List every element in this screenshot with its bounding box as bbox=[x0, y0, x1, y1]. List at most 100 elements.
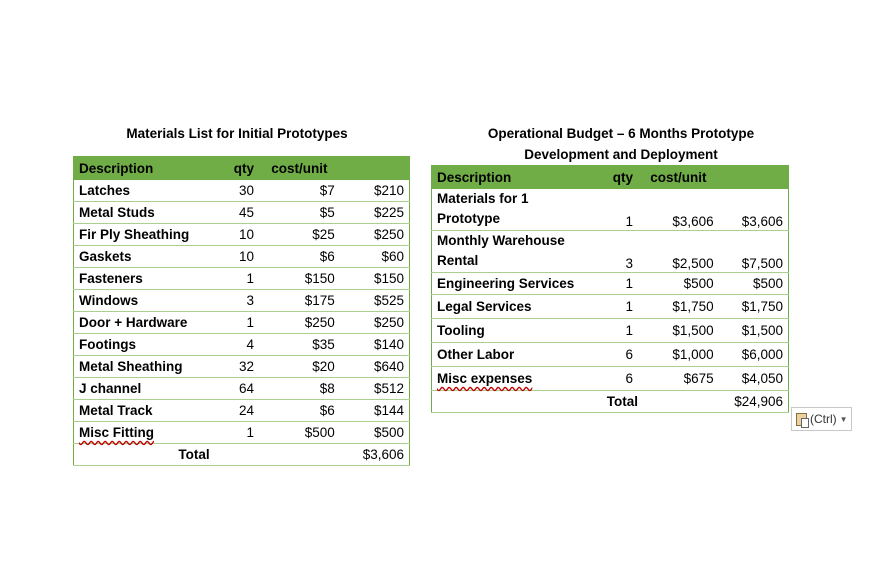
item-description: Legal Services bbox=[431, 294, 599, 319]
item-description: Latches bbox=[73, 179, 220, 202]
item-description: Metal Sheathing bbox=[73, 355, 220, 378]
header-cost-unit: cost/unit bbox=[637, 165, 719, 189]
table-row: Door + Hardware 1 $250 $250 bbox=[73, 311, 410, 334]
budget-title-line2: Development and Deployment bbox=[524, 147, 718, 162]
item-description: Gaskets bbox=[73, 245, 220, 268]
item-description: Fasteners bbox=[73, 267, 220, 290]
item-cost-unit: $25 bbox=[258, 223, 340, 246]
item-total: $250 bbox=[339, 223, 410, 246]
item-description: Tooling bbox=[431, 318, 599, 343]
table-row: Legal Services 1 $1,750 $1,750 bbox=[431, 294, 789, 319]
item-total: $140 bbox=[339, 333, 410, 356]
item-cost-unit: $6 bbox=[258, 245, 340, 268]
table-row: Engineering Services 1 $500 $500 bbox=[431, 272, 789, 295]
table-row: Gaskets 10 $6 $60 bbox=[73, 245, 410, 268]
item-cost-unit: $20 bbox=[258, 355, 340, 378]
table-row: Fasteners 1 $150 $150 bbox=[73, 267, 410, 290]
item-description: Engineering Services bbox=[431, 272, 599, 295]
item-total: $1,750 bbox=[718, 294, 789, 319]
item-qty: 45 bbox=[219, 201, 259, 224]
item-cost-unit: $8 bbox=[258, 377, 340, 400]
item-total: $500 bbox=[718, 272, 789, 295]
header-total bbox=[718, 165, 789, 189]
item-description-line2: Prototype bbox=[437, 211, 501, 226]
budget-title: Operational Budget – 6 Months Prototype … bbox=[431, 123, 811, 165]
item-cost-unit: $1,500 bbox=[637, 318, 719, 343]
item-description-line1: Monthly Warehouse bbox=[437, 233, 565, 248]
table-row: Windows 3 $175 $525 bbox=[73, 289, 410, 312]
budget-header-row: Description qty cost/unit bbox=[431, 165, 789, 189]
item-cost-unit: $6 bbox=[258, 399, 340, 422]
item-total: $60 bbox=[339, 245, 410, 268]
item-qty: 30 bbox=[219, 179, 259, 202]
item-total: $6,000 bbox=[718, 342, 789, 367]
item-qty: 1 bbox=[598, 294, 638, 319]
item-total: $4,050 bbox=[718, 366, 789, 391]
item-total: $144 bbox=[339, 399, 410, 422]
item-cost-unit: $3,606 bbox=[637, 188, 719, 231]
table-row: Latches 30 $7 $210 bbox=[73, 179, 410, 202]
item-description: Door + Hardware bbox=[73, 311, 220, 334]
item-qty: 1 bbox=[598, 272, 638, 295]
item-description: Other Labor bbox=[431, 342, 599, 367]
chevron-down-icon: ▼ bbox=[839, 414, 848, 424]
item-description: Metal Track bbox=[73, 399, 220, 422]
budget-total-row: Total $24,906 bbox=[431, 390, 789, 413]
total-spacer bbox=[258, 443, 340, 466]
header-qty: qty bbox=[219, 156, 259, 180]
item-qty: 32 bbox=[219, 355, 259, 378]
budget-title-line1: Operational Budget – 6 Months Prototype bbox=[487, 126, 755, 141]
budget-table: Description qty cost/unit Materials for … bbox=[431, 165, 789, 413]
header-description: Description bbox=[73, 156, 220, 180]
item-description: Metal Studs bbox=[73, 201, 220, 224]
item-cost-unit: $1,750 bbox=[637, 294, 719, 319]
table-row: J channel 64 $8 $512 bbox=[73, 377, 410, 400]
table-row: Monthly Warehouse Rental 3 $2,500 $7,500 bbox=[431, 230, 789, 273]
table-row: Misc expenses 6 $675 $4,050 bbox=[431, 366, 789, 391]
item-cost-unit: $2,500 bbox=[637, 230, 719, 273]
item-cost-unit: $175 bbox=[258, 289, 340, 312]
total-value: $3,606 bbox=[339, 443, 410, 466]
item-cost-unit: $250 bbox=[258, 311, 340, 334]
paste-options-button[interactable]: (Ctrl) ▼ bbox=[791, 407, 852, 431]
item-qty: 1 bbox=[598, 188, 638, 231]
header-cost-unit: cost/unit bbox=[258, 156, 340, 180]
item-total: $1,500 bbox=[718, 318, 789, 343]
header-qty: qty bbox=[598, 165, 638, 189]
table-row: Metal Track 24 $6 $144 bbox=[73, 399, 410, 422]
table-row: Other Labor 6 $1,000 $6,000 bbox=[431, 342, 789, 367]
materials-title: Materials List for Initial Prototypes bbox=[126, 126, 348, 141]
item-qty: 64 bbox=[219, 377, 259, 400]
item-qty: 3 bbox=[219, 289, 259, 312]
materials-total-row: Total $3,606 bbox=[73, 443, 410, 466]
item-description: Windows bbox=[73, 289, 220, 312]
item-qty: 4 bbox=[219, 333, 259, 356]
table-row: Metal Studs 45 $5 $225 bbox=[73, 201, 410, 224]
item-cost-unit: $7 bbox=[258, 179, 340, 202]
item-total: $3,606 bbox=[718, 188, 789, 231]
item-description: Footings bbox=[73, 333, 220, 356]
total-spacer bbox=[637, 390, 719, 413]
item-total: $500 bbox=[339, 421, 410, 444]
total-label: Total bbox=[73, 443, 259, 466]
header-total bbox=[339, 156, 410, 180]
paste-options-label: (Ctrl) bbox=[810, 412, 837, 426]
item-qty: 1 bbox=[598, 318, 638, 343]
item-description: Fir Ply Sheathing bbox=[73, 223, 220, 246]
table-row: Fir Ply Sheathing 10 $25 $250 bbox=[73, 223, 410, 246]
item-qty: 3 bbox=[598, 230, 638, 273]
item-cost-unit: $35 bbox=[258, 333, 340, 356]
table-row: Misc Fitting 1 $500 $500 bbox=[73, 421, 410, 444]
item-total: $210 bbox=[339, 179, 410, 202]
item-description: Misc Fitting bbox=[73, 421, 220, 444]
item-qty: 1 bbox=[219, 267, 259, 290]
item-cost-unit: $150 bbox=[258, 267, 340, 290]
item-description: Monthly Warehouse Rental bbox=[431, 230, 599, 273]
table-row: Materials for 1 Prototype 1 $3,606 $3,606 bbox=[431, 188, 789, 231]
item-total: $225 bbox=[339, 201, 410, 224]
item-total: $250 bbox=[339, 311, 410, 334]
item-qty: 10 bbox=[219, 223, 259, 246]
item-qty: 6 bbox=[598, 366, 638, 391]
clipboard-icon bbox=[796, 412, 809, 428]
table-row: Footings 4 $35 $140 bbox=[73, 333, 410, 356]
